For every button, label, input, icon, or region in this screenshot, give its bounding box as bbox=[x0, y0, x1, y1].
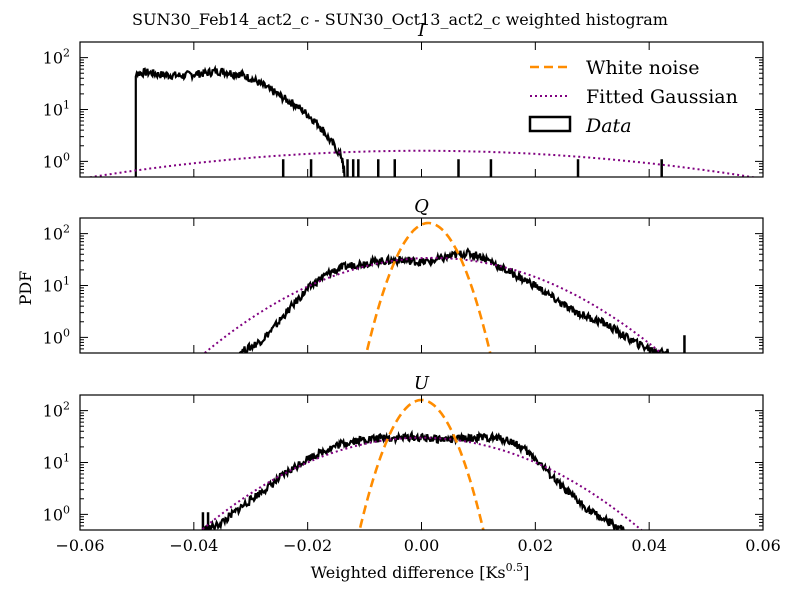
legend-label: Fitted Gaussian bbox=[586, 86, 738, 108]
y-tick-label: 101 bbox=[43, 275, 70, 296]
white-noise-u bbox=[358, 398, 485, 530]
fitted-gaussian-i bbox=[85, 149, 758, 177]
panel-title-i: I bbox=[417, 20, 426, 41]
x-tick-label: 0.06 bbox=[745, 536, 781, 555]
axes-frame bbox=[79, 394, 764, 531]
y-tick-label: 102 bbox=[43, 400, 70, 421]
legend-entry: White noise bbox=[530, 57, 700, 79]
panel-plot-area bbox=[85, 64, 758, 177]
panel-title-q: Q bbox=[414, 196, 429, 217]
x-tick-label: −0.04 bbox=[169, 536, 218, 555]
panel-i: I 100 101 102 bbox=[43, 20, 764, 178]
y-axis-label: PDF bbox=[16, 271, 35, 306]
y-tick-label: 100 bbox=[43, 326, 70, 347]
y-tick-label: 101 bbox=[43, 452, 70, 473]
data-histogram-i bbox=[134, 64, 346, 177]
axes-frame bbox=[79, 217, 764, 354]
y-tick-label: 102 bbox=[43, 47, 70, 68]
legend: White noise Fitted Gaussian Data bbox=[528, 57, 738, 137]
y-tick-label: 100 bbox=[43, 150, 70, 171]
panel-title-u: U bbox=[414, 373, 430, 394]
white-noise-q bbox=[365, 221, 492, 353]
chart-title: SUN30_Feb14_act2_c - SUN30_Oct13_act2_c … bbox=[132, 10, 668, 29]
data-histogram-q bbox=[238, 247, 670, 353]
panel-plot-area bbox=[203, 221, 686, 353]
data-histogram-u bbox=[201, 429, 625, 530]
x-tick-label: 0.02 bbox=[518, 536, 554, 555]
x-tick-label: −0.06 bbox=[55, 536, 104, 555]
chart-panels: I 100 101 102 Q 100 101 102 U 100 101 102 −0.06 −0.04… bbox=[43, 20, 781, 555]
legend-swatch bbox=[528, 115, 572, 133]
x-tick-label: 0.00 bbox=[404, 536, 440, 555]
panel-q: Q 100 101 102 bbox=[43, 196, 764, 354]
x-tick-label: −0.02 bbox=[283, 536, 332, 555]
x-tick-label: 0.04 bbox=[631, 536, 667, 555]
fitted-gaussian-q bbox=[203, 256, 663, 353]
y-tick-label: 100 bbox=[43, 503, 70, 524]
panel-u: U 100 101 102 −0.06 −0.04 −0.02 0.00 0.02 0.04 0.0… bbox=[43, 373, 781, 555]
legend-label: Data bbox=[585, 115, 632, 137]
x-axis-label: Weighted difference [Ks0.5] bbox=[311, 561, 530, 582]
fitted-gaussian-u bbox=[200, 436, 643, 530]
legend-label: White noise bbox=[586, 57, 700, 79]
legend-entry: Data bbox=[528, 115, 632, 137]
legend-entry: Fitted Gaussian bbox=[530, 86, 738, 108]
y-tick-label: 102 bbox=[43, 223, 70, 244]
y-tick-label: 101 bbox=[43, 99, 70, 120]
